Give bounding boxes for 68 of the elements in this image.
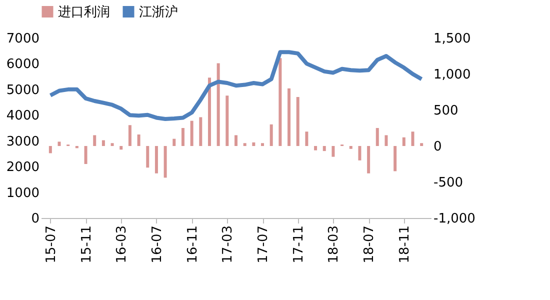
- x-tick-label: 17-11: [291, 226, 306, 264]
- y-tick-label: 2000: [6, 160, 40, 176]
- bar: [411, 132, 414, 146]
- bar: [252, 142, 256, 146]
- bar: [93, 135, 96, 146]
- bar: [376, 128, 379, 146]
- y-tick-label: 0: [31, 212, 40, 226]
- bar: [226, 96, 229, 146]
- y2-tick-label: 1,500: [434, 32, 471, 46]
- bar: [208, 78, 211, 146]
- bar: [172, 138, 176, 146]
- y-tick-label: 1000: [6, 186, 40, 201]
- bar: [349, 146, 352, 149]
- bar: [120, 146, 123, 150]
- bar: [394, 146, 397, 172]
- bar: [384, 135, 388, 146]
- bar: [420, 143, 424, 146]
- bar: [296, 97, 300, 146]
- bar: [288, 88, 291, 146]
- x-tick-label: 15-07: [44, 226, 59, 264]
- x-tick-label: 18-07: [362, 226, 378, 264]
- legend-label: 进口利润: [58, 4, 110, 20]
- bar: [181, 128, 184, 146]
- bar: [305, 132, 308, 146]
- bar: [146, 146, 150, 168]
- y-tick-label: 6000: [6, 57, 40, 72]
- bar: [261, 143, 264, 146]
- bar: [199, 117, 202, 146]
- x-tick-label: 18-03: [326, 226, 342, 264]
- bar: [234, 135, 238, 146]
- y-tick-label: 4000: [6, 108, 40, 124]
- bar: [270, 124, 273, 146]
- bar: [243, 143, 246, 146]
- bar: [164, 146, 167, 178]
- bar: [137, 134, 140, 146]
- y2-tick-label: -500: [434, 176, 464, 190]
- x-tick-label: 16-03: [114, 226, 130, 264]
- bar: [322, 146, 326, 152]
- bar: [358, 146, 362, 160]
- y-tick-label: 3000: [6, 134, 40, 150]
- x-tick-label: 15-11: [79, 226, 94, 264]
- bar: [367, 146, 370, 174]
- y-tick-label: 5000: [6, 82, 40, 98]
- y-tick-label: 7000: [6, 32, 40, 46]
- bar: [216, 63, 220, 146]
- bar: [102, 140, 105, 146]
- bar: [332, 146, 335, 157]
- x-tick-label: 16-07: [150, 226, 165, 264]
- bar: [128, 125, 132, 146]
- x-tick-label: 17-03: [220, 226, 236, 264]
- bar: [190, 120, 194, 146]
- x-tick-label: 18-11: [397, 226, 412, 264]
- bar: [154, 146, 158, 174]
- bar: [314, 146, 318, 150]
- bar: [402, 137, 406, 146]
- y2-tick-label: 1,000: [434, 68, 471, 82]
- bar: [48, 146, 52, 154]
- y2-tick-label: -1,000: [434, 212, 476, 226]
- bar: [84, 146, 88, 164]
- bar: [58, 142, 61, 146]
- legend-label: 江浙沪: [139, 4, 178, 20]
- y2-tick-label: 0: [434, 140, 442, 154]
- x-tick-label: 17-07: [256, 226, 272, 264]
- bar: [278, 58, 282, 146]
- bar: [110, 143, 114, 146]
- x-tick-label: 16-11: [185, 226, 200, 264]
- line-series: [48, 50, 424, 121]
- y2-tick-label: 500: [434, 104, 458, 118]
